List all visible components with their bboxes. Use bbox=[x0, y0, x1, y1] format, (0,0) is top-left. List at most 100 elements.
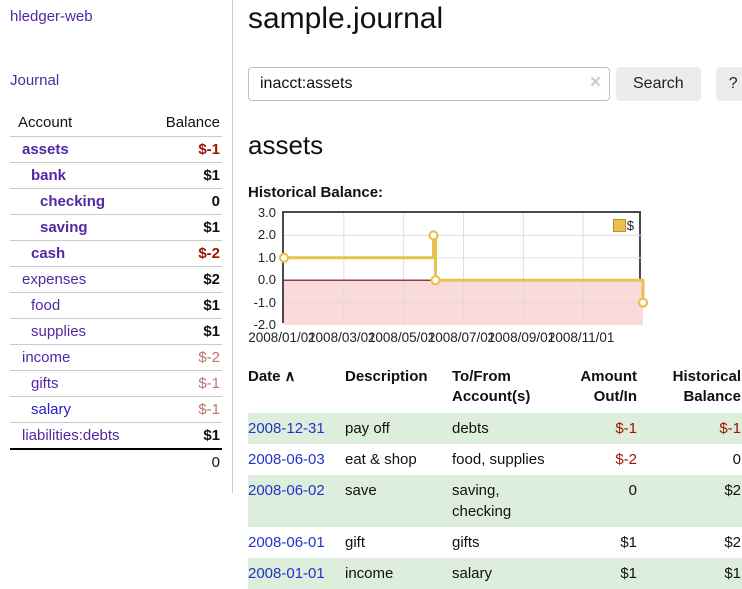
account-link[interactable]: liabilities:debts bbox=[22, 427, 120, 444]
historical-balance-chart: 3.0 2.0 1.0 0.0 -1.0 -2.0 $ bbox=[248, 206, 649, 332]
account-row: assets $-1 bbox=[10, 136, 222, 163]
register-header-balance: Historical Balance bbox=[645, 363, 742, 413]
chart-x-axis: 2008/01/01 2008/03/01 2008/05/01 2008/07/01… bbox=[248, 330, 641, 348]
account-balance: 0 bbox=[143, 188, 222, 215]
clear-search-icon[interactable]: × bbox=[589, 72, 601, 93]
account-balance: $-2 bbox=[143, 344, 222, 371]
register-header-row: Date ∧ Description To/From Account(s) Amo… bbox=[248, 363, 742, 413]
spacer bbox=[10, 448, 144, 475]
account-link[interactable]: cash bbox=[31, 245, 66, 262]
chart-legend: $ bbox=[610, 217, 636, 234]
y-tick-label: -2.0 bbox=[253, 317, 276, 332]
register-header-date[interactable]: Date ∧ bbox=[248, 363, 345, 413]
account-link[interactable]: income bbox=[22, 349, 71, 366]
y-tick-label: 0.0 bbox=[257, 272, 276, 288]
account-link[interactable]: supplies bbox=[31, 323, 87, 340]
transaction-row: 2008-06-01 gift gifts $1 $2 bbox=[248, 527, 742, 558]
account-row: checking 0 bbox=[10, 188, 222, 215]
account-name-cell: food bbox=[10, 292, 144, 319]
search-button[interactable]: Search bbox=[616, 67, 701, 101]
page-title: sample.journal bbox=[248, 2, 444, 35]
transaction-row: 2008-12-31 pay off debts $-1 $-1 bbox=[248, 413, 742, 444]
transaction-description: eat & shop bbox=[345, 451, 417, 468]
legend-swatch-icon bbox=[612, 219, 626, 232]
account-balance: $-2 bbox=[143, 240, 222, 267]
account-balance: $1 bbox=[143, 318, 222, 345]
sort-ascending-icon: ∧ bbox=[284, 368, 296, 385]
account-name-cell: saving bbox=[10, 214, 144, 241]
account-name-cell: gifts bbox=[10, 370, 144, 397]
account-link[interactable]: assets bbox=[22, 141, 69, 158]
accounts-table: Account Balance assets $-1 bank $1 checking 0… bbox=[10, 111, 222, 475]
search-input[interactable] bbox=[248, 67, 610, 101]
register-header-description: Description bbox=[345, 363, 452, 413]
account-row: supplies $1 bbox=[10, 318, 222, 345]
account-link[interactable]: expenses bbox=[22, 271, 87, 288]
accounts-header-line1: To/From bbox=[452, 368, 511, 385]
app-title-link[interactable]: hledger-web bbox=[10, 8, 93, 25]
transaction-description: save bbox=[345, 482, 377, 499]
accounts-total-value: 0 bbox=[143, 448, 222, 475]
transaction-accounts: gifts bbox=[452, 534, 480, 551]
balance-header-line2: Balance bbox=[683, 388, 741, 405]
x-tick-label: 2008/11/01 bbox=[547, 330, 615, 345]
accounts-header-line2: Account(s) bbox=[452, 388, 531, 405]
account-name-cell: assets bbox=[10, 136, 144, 163]
transaction-amount: $-2 bbox=[615, 451, 637, 468]
search-bar: × Search ? bbox=[248, 67, 742, 101]
chart-title: Historical Balance: bbox=[248, 184, 384, 201]
transaction-description: pay off bbox=[345, 420, 390, 437]
account-link[interactable]: gifts bbox=[31, 375, 59, 392]
x-tick-label: 2008/09/01 bbox=[487, 330, 556, 345]
account-link[interactable]: saving bbox=[40, 219, 88, 236]
account-row: cash $-2 bbox=[10, 240, 222, 267]
account-name-cell: supplies bbox=[10, 318, 144, 345]
transaction-row: 2008-06-02 save saving, checking 0 $2 bbox=[248, 475, 742, 527]
transaction-date-link[interactable]: 2008-06-01 bbox=[248, 534, 325, 551]
transaction-date-cell: 2008-01-01 bbox=[248, 558, 345, 589]
transaction-date-link[interactable]: 2008-01-01 bbox=[248, 565, 325, 582]
x-tick-label: 2008/05/01 bbox=[367, 330, 436, 345]
account-name-cell: checking bbox=[10, 188, 144, 215]
transaction-amount: $1 bbox=[620, 534, 637, 551]
transaction-date-link[interactable]: 2008-12-31 bbox=[248, 420, 325, 437]
account-name-cell: bank bbox=[10, 162, 144, 189]
account-balance: $1 bbox=[143, 214, 222, 241]
account-row: gifts $-1 bbox=[10, 370, 222, 397]
account-row: saving $1 bbox=[10, 214, 222, 241]
search-box: × bbox=[248, 67, 610, 101]
account-link[interactable]: bank bbox=[31, 167, 67, 184]
transaction-accounts: debts bbox=[452, 420, 489, 437]
app-title: hledger-web bbox=[10, 8, 222, 25]
description-header-label: Description bbox=[345, 368, 428, 385]
transaction-balance: $1 bbox=[724, 565, 741, 582]
account-name-cell: income bbox=[10, 344, 144, 371]
accounts-total-row: 0 bbox=[10, 448, 222, 475]
account-link[interactable]: checking bbox=[40, 193, 106, 210]
register-table: Date ∧ Description To/From Account(s) Amo… bbox=[248, 363, 742, 589]
help-button[interactable]: ? bbox=[715, 67, 742, 101]
sidebar-item-journal[interactable]: Journal bbox=[10, 72, 60, 89]
account-balance: $-1 bbox=[143, 136, 222, 163]
date-header-label: Date bbox=[248, 368, 281, 385]
y-tick-label: 2.0 bbox=[257, 227, 276, 243]
account-link[interactable]: salary bbox=[31, 401, 72, 418]
y-tick-label: 1.0 bbox=[257, 249, 276, 265]
account-link[interactable]: food bbox=[31, 297, 61, 314]
transaction-date-link[interactable]: 2008-06-02 bbox=[248, 482, 325, 499]
account-balance: $1 bbox=[143, 162, 222, 189]
balance-header-line1: Historical bbox=[672, 368, 741, 385]
account-row: income $-2 bbox=[10, 344, 222, 371]
x-tick-label: 2008/07/01 bbox=[427, 330, 496, 345]
transaction-description: gift bbox=[345, 534, 366, 551]
transaction-accounts: food, supplies bbox=[452, 451, 545, 468]
legend-label: $ bbox=[626, 218, 634, 233]
transaction-row: 2008-01-01 income salary $1 $1 bbox=[248, 558, 742, 589]
account-balance: $1 bbox=[143, 422, 222, 449]
transaction-accounts: salary bbox=[452, 565, 493, 582]
transaction-date-cell: 2008-06-01 bbox=[248, 527, 345, 558]
transaction-date-link[interactable]: 2008-06-03 bbox=[248, 451, 325, 468]
account-row: expenses $2 bbox=[10, 266, 222, 293]
transaction-balance: $2 bbox=[724, 482, 741, 499]
account-balance: $-1 bbox=[143, 370, 222, 397]
